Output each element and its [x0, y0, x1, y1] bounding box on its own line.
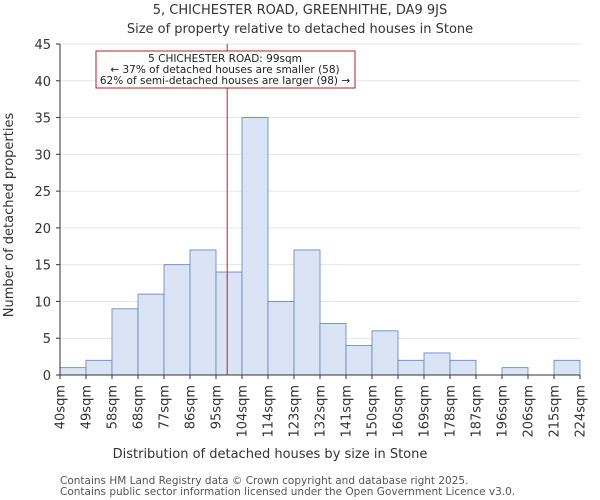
- x-axis-title: Distribution of detached houses by size …: [113, 447, 428, 462]
- x-tick-label: 224sqm: [574, 385, 589, 438]
- annotation-line2: ← 37% of detached houses are smaller (58…: [110, 64, 339, 76]
- x-tick-label: 196sqm: [496, 385, 511, 438]
- x-tick-label: 123sqm: [288, 385, 303, 438]
- histogram-bar: [293, 249, 321, 376]
- x-tick-label: 141sqm: [340, 385, 355, 438]
- histogram-bar: [85, 359, 113, 376]
- histogram-bar: [111, 308, 139, 376]
- x-tick-label: 132sqm: [314, 385, 329, 438]
- histogram-bar: [137, 293, 165, 376]
- histogram-bar: [553, 359, 581, 376]
- x-tick-label: 160sqm: [392, 385, 407, 438]
- x-tick-label: 206sqm: [522, 385, 537, 438]
- x-axis-ticks: 40sqm 49sqm 58sqm 68sqm 77sqm 86sqm 95sqm 104sq…: [54, 375, 589, 438]
- x-tick-label: 169sqm: [418, 385, 433, 438]
- annotation-box: 5 CHICHESTER ROAD: 99sqm ← 37% of detach…: [95, 50, 356, 89]
- x-tick-label: 95sqm: [210, 385, 225, 429]
- x-tick-label: 49sqm: [80, 385, 95, 429]
- histogram-bar: [423, 352, 451, 376]
- x-tick-label: 215sqm: [548, 385, 563, 438]
- y-tick-label: 15: [34, 259, 51, 274]
- y-tick-label: 25: [34, 185, 51, 200]
- histogram-bar: [449, 359, 477, 376]
- annotation-line1: 5 CHICHESTER ROAD: 99sqm: [148, 53, 302, 65]
- x-tick-label: 150sqm: [366, 385, 381, 438]
- x-tick-label: 77sqm: [158, 385, 173, 429]
- histogram-bar: [319, 323, 347, 376]
- histogram-bar: [215, 271, 243, 376]
- x-tick-label: 178sqm: [444, 385, 459, 438]
- x-tick-label: 187sqm: [470, 385, 485, 438]
- x-tick-label: 86sqm: [184, 385, 199, 429]
- histogram-bar: [501, 367, 529, 376]
- x-tick-label: 40sqm: [54, 385, 69, 429]
- y-tick-label: 35: [34, 112, 51, 127]
- y-tick-label: 5: [43, 332, 51, 347]
- histogram-bar: [189, 249, 217, 376]
- annotation-line3: 62% of semi-detached houses are larger (…: [100, 75, 351, 87]
- histogram-bar: [371, 330, 399, 376]
- histogram-bar: [163, 264, 191, 376]
- chart-title-line2: Size of property relative to detached ho…: [127, 22, 473, 37]
- x-tick-label: 114sqm: [262, 385, 277, 438]
- y-tick-label: 45: [34, 38, 51, 53]
- y-axis-title: Number of detached properties: [2, 113, 17, 318]
- histogram-bar: [267, 301, 295, 376]
- y-tick-label: 20: [34, 222, 51, 237]
- y-tick-label: 40: [34, 75, 51, 90]
- histogram-bar: [241, 117, 269, 376]
- y-axis-ticks: 0 5 10 15 20 25 30 35 40 45: [34, 38, 60, 384]
- histogram-bar: [345, 345, 373, 376]
- footer-line2: Contains public sector information licen…: [60, 486, 515, 498]
- x-tick-label: 104sqm: [236, 385, 251, 438]
- histogram-bar: [397, 359, 425, 376]
- histogram-bars: [59, 117, 581, 376]
- chart-title-line1: 5, CHICHESTER ROAD, GREENHITHE, DA9 9JS: [153, 3, 448, 18]
- x-tick-label: 68sqm: [132, 385, 147, 429]
- y-tick-label: 30: [34, 148, 51, 163]
- y-tick-label: 0: [43, 369, 51, 384]
- footer-line1: Contains HM Land Registry data © Crown c…: [60, 475, 468, 487]
- y-tick-label: 10: [34, 295, 51, 310]
- x-tick-label: 58sqm: [106, 385, 121, 429]
- histogram-bar: [59, 367, 87, 376]
